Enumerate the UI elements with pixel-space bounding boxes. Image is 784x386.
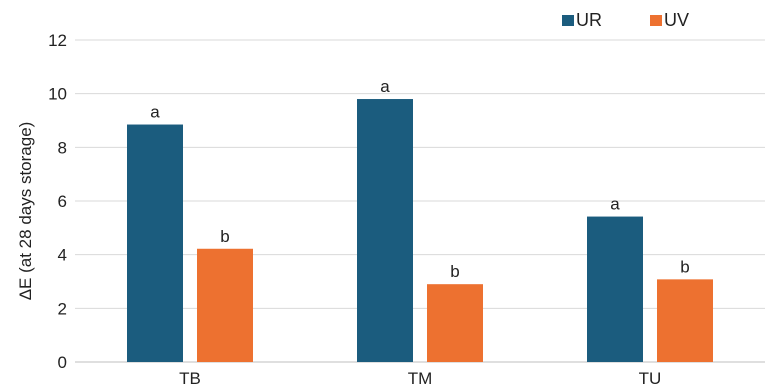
bar-uv-tu bbox=[657, 279, 713, 362]
bar-ur-tu bbox=[587, 216, 643, 362]
y-tick-label: 4 bbox=[58, 246, 67, 265]
gridlines bbox=[75, 39, 765, 363]
bars bbox=[127, 99, 713, 363]
legend: UR UV bbox=[562, 10, 689, 30]
bar-uv-tb bbox=[197, 248, 253, 362]
data-label: a bbox=[380, 77, 390, 96]
y-tick-label: 6 bbox=[58, 192, 67, 211]
x-tick-label: TB bbox=[179, 369, 201, 386]
data-label: b bbox=[680, 257, 689, 276]
bar-uv-tm bbox=[427, 284, 483, 362]
data-label: a bbox=[610, 195, 620, 214]
x-axis-ticks: TB TM TU bbox=[179, 369, 661, 386]
data-label: b bbox=[450, 262, 459, 281]
bar-ur-tb bbox=[127, 124, 183, 363]
bar-ur-tm bbox=[357, 99, 413, 363]
y-tick-label: 0 bbox=[58, 353, 67, 372]
y-axis-label: ΔE (at 28 days storage) bbox=[16, 122, 35, 301]
x-tick-label: TU bbox=[639, 369, 662, 386]
x-tick-label: TM bbox=[408, 369, 433, 386]
legend-label-uv: UV bbox=[664, 10, 689, 30]
y-axis-ticks: 0 2 4 6 8 10 12 bbox=[48, 31, 67, 372]
y-tick-label: 10 bbox=[48, 85, 67, 104]
data-label: a bbox=[150, 103, 160, 122]
legend-swatch-ur bbox=[562, 15, 574, 26]
data-label: b bbox=[220, 227, 229, 246]
legend-swatch-uv bbox=[650, 15, 662, 26]
y-tick-label: 12 bbox=[48, 31, 67, 50]
y-tick-label: 8 bbox=[58, 138, 67, 157]
y-tick-label: 2 bbox=[58, 299, 67, 318]
legend-label-ur: UR bbox=[576, 10, 602, 30]
data-labels: a b a b a b bbox=[150, 77, 689, 281]
